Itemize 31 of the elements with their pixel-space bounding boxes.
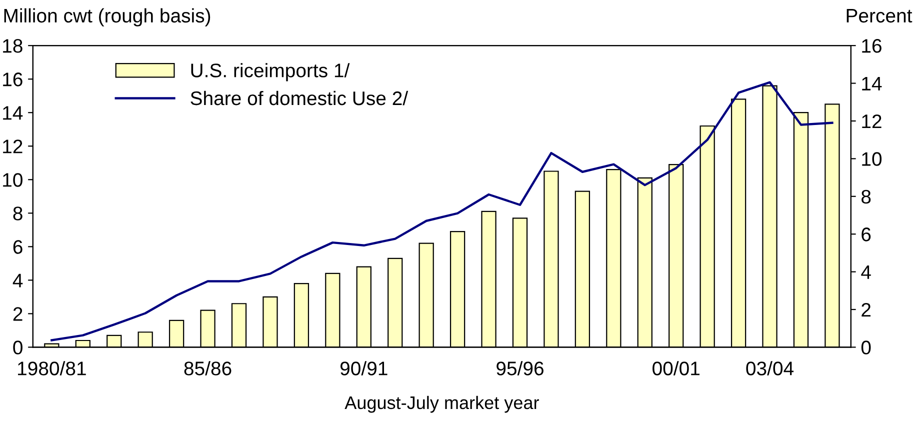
y2-tick-label: 0	[861, 340, 871, 354]
x-tick-label: 03/04	[746, 361, 794, 376]
x-tick-label: 85/86	[184, 361, 232, 376]
x-axis-title: August-July market year	[344, 396, 539, 413]
y-tick-label: 4	[12, 274, 23, 288]
y2-tick-label: 12	[862, 114, 882, 128]
y2-tick-label: 16	[862, 39, 882, 53]
y-tick-label: 6	[13, 240, 22, 254]
y-tick-label: 16	[3, 72, 22, 86]
y-tick-label: 8	[13, 206, 22, 220]
y-tick-label: 12	[3, 140, 22, 154]
y-tick-label: 14	[3, 106, 23, 120]
y-tick-label: 0	[13, 340, 22, 354]
y-axis-title: Million cwt (rough basis)	[4, 8, 210, 26]
y2-tick-label: 14	[862, 76, 882, 90]
y2-tick-label: 8	[862, 190, 871, 204]
y2-axis-title: Percent	[846, 9, 912, 23]
y-tick-label: 10	[3, 173, 22, 187]
y2-tick-label: 10	[862, 152, 882, 166]
y-tick-label: 2	[13, 307, 22, 321]
y2-tick-label: 4	[861, 265, 871, 279]
y-tick-label: 18	[3, 39, 22, 53]
legend-label: Share of domestic Use 2/	[190, 90, 408, 106]
y2-tick-label: 6	[862, 228, 871, 242]
x-tick-label: 00/01	[652, 361, 700, 376]
x-tick-label: 90/91	[340, 361, 388, 376]
line-series	[50, 81, 834, 342]
x-tick-label: 95/96	[496, 361, 544, 376]
y2-tick-label: 2	[862, 302, 871, 317]
x-tick-label: 1980/81	[18, 361, 86, 376]
legend-label: U.S. riceimports 1/	[191, 63, 350, 82]
